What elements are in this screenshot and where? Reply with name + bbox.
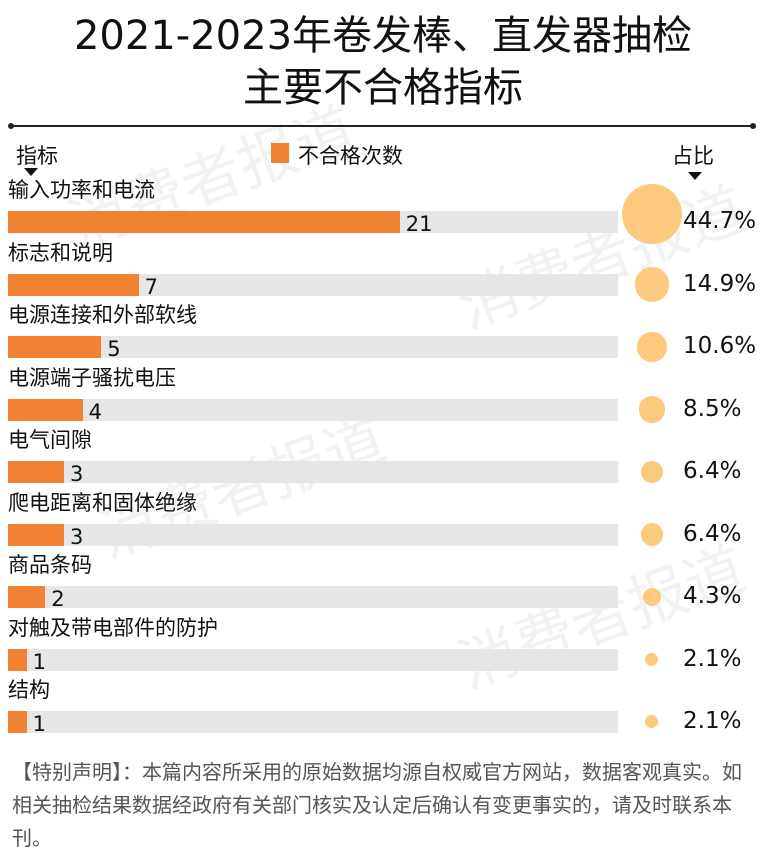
bar: [8, 336, 102, 358]
bar-value-label: 3: [69, 524, 84, 549]
category-label: 结构: [8, 678, 50, 702]
legend-label: 不合格次数: [298, 144, 403, 168]
watermark: 消费者报道: [448, 174, 755, 343]
bar: [8, 586, 46, 608]
bar: [8, 523, 64, 546]
category-label: 对触及带电部件的防护: [8, 615, 218, 640]
share-label: 6.4%: [683, 520, 742, 547]
bar-track: 3: [8, 461, 618, 486]
bar-track: 1: [8, 711, 618, 736]
share-circle: [634, 267, 670, 302]
bar-track: 5: [8, 336, 618, 361]
bar-value-label: 2: [51, 587, 65, 611]
bar: [8, 398, 83, 421]
bar-track: 21: [8, 211, 618, 236]
bar-value-label: 1: [32, 712, 47, 736]
bar-value-label: 3: [69, 462, 84, 486]
divider: [8, 123, 756, 129]
bar: [8, 211, 400, 233]
bar: [8, 273, 139, 296]
disclaimer: 【特别声明】：本篇内容所采用的原始数据均源自权威官方网站，数据客观真实。如相关抽…: [12, 760, 742, 850]
bar: [8, 711, 27, 733]
watermark: 消费者报道: [448, 534, 755, 703]
bar-value-label: 4: [88, 399, 102, 424]
share-label: 6.4%: [683, 458, 742, 484]
triangle-down-icon: [24, 168, 38, 176]
share-label: 14.9%: [683, 270, 757, 297]
share-label: 8.5%: [683, 395, 742, 422]
share-circle: [640, 460, 664, 484]
bar-value-label: 1: [32, 649, 47, 674]
share-circle: [637, 332, 667, 362]
category-label: 商品条码: [8, 553, 92, 577]
share-circle: [642, 587, 662, 607]
share-label: 2.1%: [683, 708, 742, 734]
share-label: 44.7%: [683, 208, 757, 234]
bar-value-label: 5: [107, 337, 121, 361]
share-circle: [622, 184, 682, 244]
chart-title-line2: 主要不合格指标: [243, 65, 523, 111]
share-header: 占比: [672, 144, 714, 168]
triangle-down-icon: [688, 172, 702, 180]
category-label: 电气间隙: [8, 428, 92, 452]
share-circle: [645, 715, 659, 729]
share-label: 4.3%: [683, 583, 742, 609]
legend-swatch: [271, 143, 289, 163]
bar-value-label: 7: [144, 274, 158, 299]
indicator-header: 指标: [16, 144, 58, 168]
bar: [8, 648, 27, 671]
bar-track: 1: [8, 648, 618, 674]
chart-title-line1: 2021-2023年卷发棒、直发器抽检: [73, 13, 693, 59]
share-label: 2.1%: [683, 645, 742, 672]
bar-track: 7: [8, 273, 618, 299]
share-label: 10.6%: [683, 333, 757, 359]
share-circle: [638, 396, 666, 423]
category-label: 电源连接和外部软线: [8, 303, 197, 327]
bar-track: 2: [8, 586, 618, 611]
category-label: 输入功率和电流: [8, 178, 155, 202]
share-circle: [645, 652, 659, 666]
category-label: 爬电距离和固体绝缘: [8, 490, 197, 515]
category-label: 电源端子骚扰电压: [8, 365, 176, 390]
bar-track: 3: [8, 523, 618, 549]
bar-track: 4: [8, 398, 618, 424]
bar-value-label: 21: [405, 212, 433, 236]
bar: [8, 461, 64, 483]
category-label: 标志和说明: [8, 240, 113, 265]
share-circle: [640, 523, 664, 546]
